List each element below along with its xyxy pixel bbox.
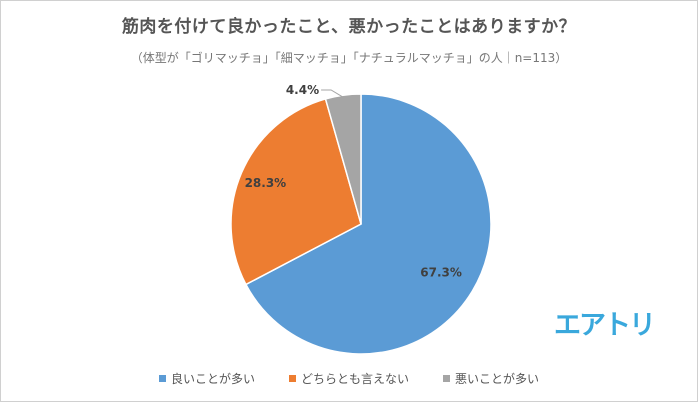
- pie-data-label-2: 28.3%: [245, 176, 287, 190]
- legend-label: 悪いことが多い: [455, 372, 540, 386]
- legend-item-3: 悪いことが多い: [443, 370, 539, 387]
- pie-slice-2: [230, 98, 362, 286]
- legend-item-2: どちらとも言えない: [288, 370, 409, 387]
- chart-subtitle: （体型が「ゴリマッチョ」「細マッチョ」「ナチュラルマッチョ」の人｜n=113）: [130, 51, 568, 65]
- legend-swatch: [158, 375, 166, 382]
- chart-legend: 良いことが多い どちらとも言えない 悪いことが多い: [1, 370, 697, 387]
- leader-line: [321, 89, 344, 98]
- legend-swatch: [288, 375, 296, 382]
- pie-slice-1: [244, 93, 492, 355]
- pie-data-label-3: 4.4%: [286, 83, 319, 97]
- brand-logo: エアトリ: [554, 310, 656, 341]
- pie-data-label-1: 67.3%: [420, 265, 462, 279]
- legend-label: どちらとも言えない: [300, 372, 409, 386]
- pie-slice-3: [324, 93, 362, 225]
- legend-item-1: 良いことが多い: [158, 370, 255, 387]
- legend-label: 良いことが多い: [170, 372, 255, 386]
- chart-title: 筋肉を付けて良かったこと、悪かったことはありますか？: [121, 17, 577, 37]
- legend-swatch: [443, 375, 450, 382]
